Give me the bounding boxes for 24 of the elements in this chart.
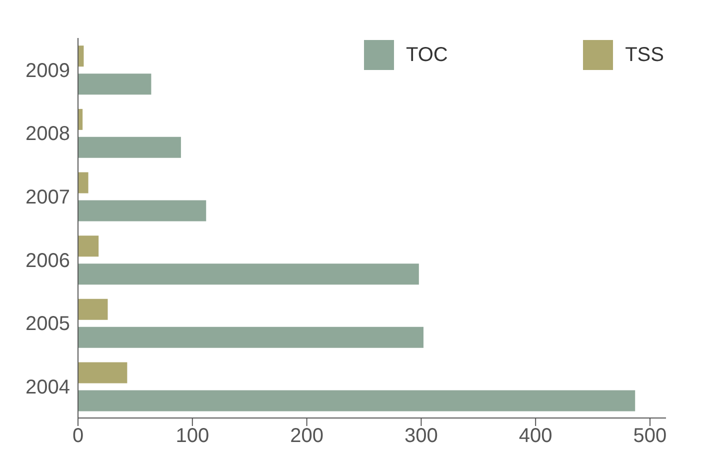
x-tick-label: 300 <box>404 425 438 448</box>
y-tick-label: 2009 <box>26 60 70 82</box>
bar <box>78 172 88 194</box>
x-tick-label: 500 <box>633 425 667 448</box>
bar <box>78 264 419 285</box>
bar <box>78 390 636 412</box>
x-tick-label: 0 <box>72 425 84 448</box>
legend-label: TOC <box>406 44 448 66</box>
bar <box>78 200 206 222</box>
bar <box>78 74 152 95</box>
y-tick-label: 2005 <box>26 313 70 336</box>
bar <box>78 362 128 384</box>
x-tick-label: 100 <box>176 425 210 448</box>
y-tick-label: 2006 <box>26 250 70 272</box>
x-tick-label: 400 <box>518 425 552 448</box>
bar <box>78 326 424 348</box>
x-tick-label: 200 <box>290 425 324 448</box>
bar <box>78 136 181 158</box>
y-tick-label: 2007 <box>26 186 70 208</box>
bar <box>78 298 108 320</box>
legend-label: TSS <box>625 44 664 66</box>
y-tick-label: 2004 <box>26 376 70 398</box>
bar <box>78 236 99 257</box>
y-tick-label: 2008 <box>26 123 70 146</box>
